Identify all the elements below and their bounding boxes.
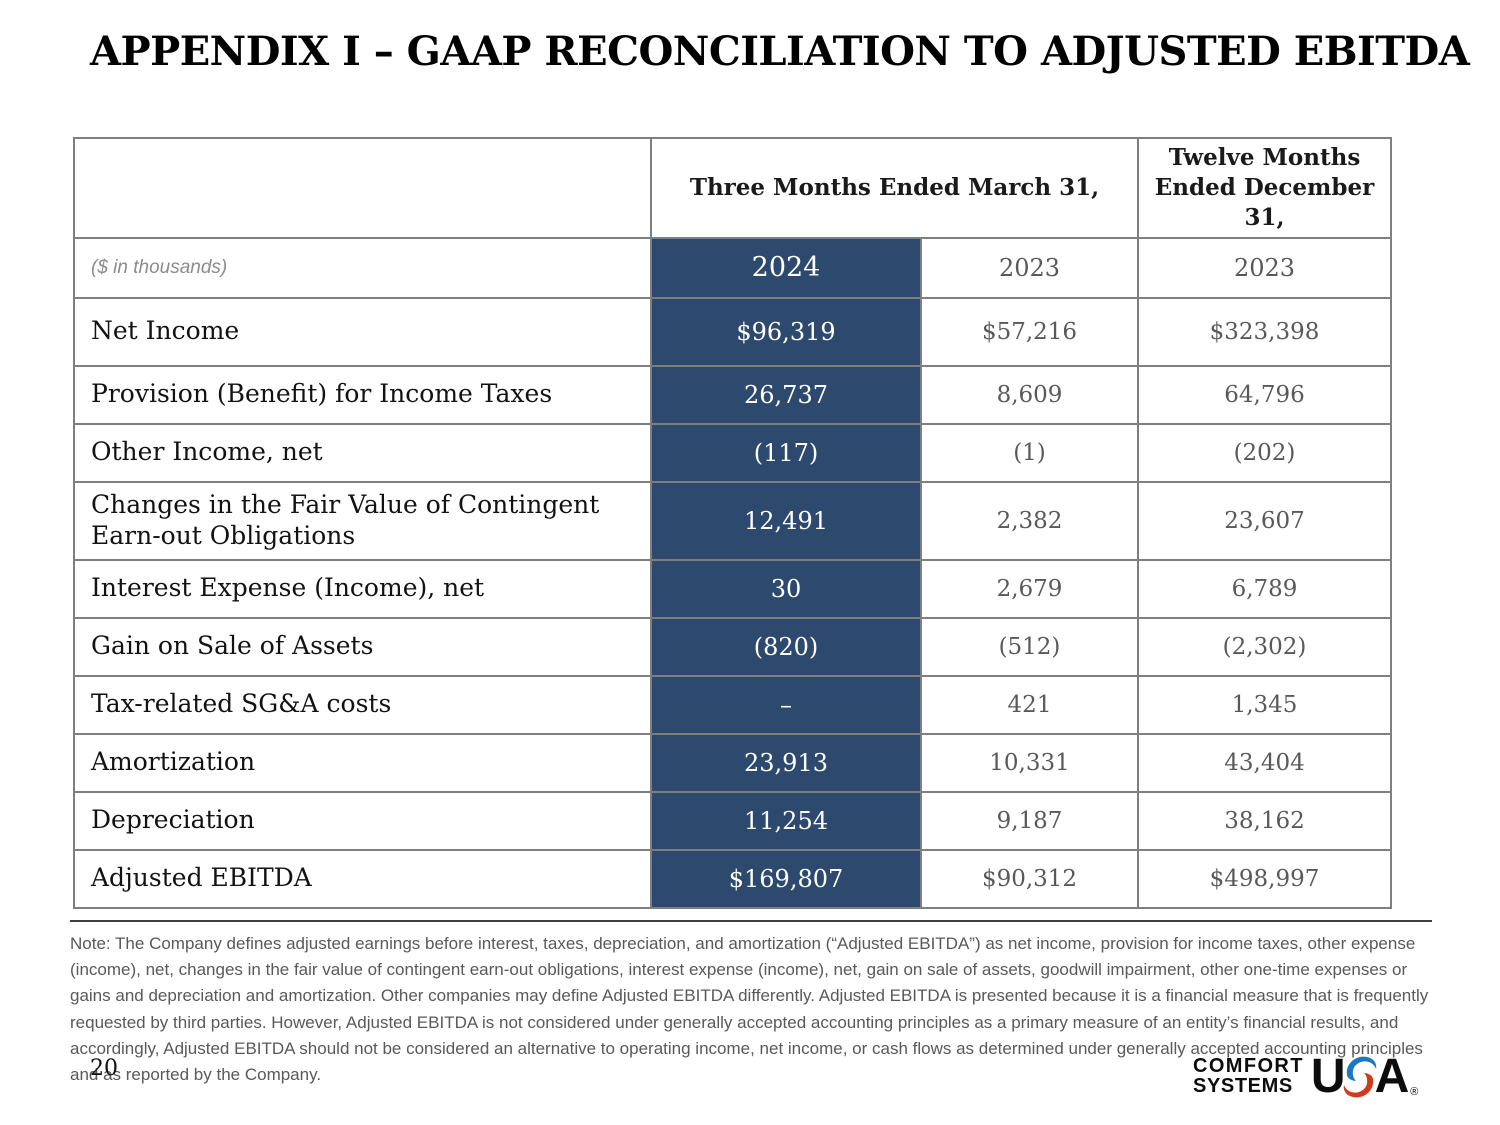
row-label: Adjusted EBITDA [73,848,652,909]
usa-s-swoosh-icon [1343,1056,1376,1098]
page-title: APPENDIX I – GAAP RECONCILIATION TO ADJU… [90,28,1470,75]
value-2023-fy: 1,345 [1137,674,1392,735]
value-2024: 26,737 [650,364,922,425]
column-group-header-row: Three Months Ended March 31, Twelve Mont… [73,137,1392,239]
table-row-interest-expense: Interest Expense (Income), net 30 2,679 … [73,558,1392,619]
value-2023-fy: 38,162 [1137,790,1392,851]
empty-corner-cell [73,137,652,239]
value-2023-q1: 8,609 [920,364,1139,425]
value-2024: 11,254 [650,790,922,851]
logo-usa-mark: U A ® [1310,1050,1419,1104]
comfort-systems-usa-logo: COMFORT SYSTEMS U A ® [1193,1050,1419,1104]
year-header-row: ($ in thousands) 2024 2023 2023 [73,236,1392,299]
value-2024: $96,319 [650,296,922,367]
value-2024: 12,491 [650,480,922,561]
value-2023-fy: $498,997 [1137,848,1392,909]
logo-letter-u: U [1310,1050,1346,1104]
value-2023-q1: 10,331 [920,732,1139,793]
row-label: Gain on Sale of Assets [73,616,652,677]
value-2023-fy: $323,398 [1137,296,1392,367]
value-2023-fy: (202) [1137,422,1392,483]
table-row-provision-taxes: Provision (Benefit) for Income Taxes 26,… [73,364,1392,425]
table-row-amortization: Amortization 23,913 10,331 43,404 [73,732,1392,793]
value-2023-q1: 2,679 [920,558,1139,619]
value-2023-q1: $90,312 [920,848,1139,909]
logo-wordmark: COMFORT SYSTEMS [1193,1057,1304,1096]
page-number: 20 [90,1056,118,1081]
value-2023-fy: 6,789 [1137,558,1392,619]
table-row-contingent-earnout: Changes in the Fair Value of Contingent … [73,480,1392,561]
value-2024: (117) [650,422,922,483]
value-2023-q1: 2,382 [920,480,1139,561]
value-2024: $169,807 [650,848,922,909]
footnote-divider [70,920,1432,922]
year-2023-quarter-header: 2023 [920,236,1139,299]
row-label: Net Income [73,296,652,367]
value-2023-q1: (512) [920,616,1139,677]
logo-word-systems: SYSTEMS [1193,1075,1293,1097]
row-label: Other Income, net [73,422,652,483]
value-2023-q1: (1) [920,422,1139,483]
table-row-gain-on-sale: Gain on Sale of Assets (820) (512) (2,30… [73,616,1392,677]
value-2023-fy: 23,607 [1137,480,1392,561]
table-row-net-income: Net Income $96,319 $57,216 $323,398 [73,296,1392,367]
table-row-depreciation: Depreciation 11,254 9,187 38,162 [73,790,1392,851]
row-label: Changes in the Fair Value of Contingent … [73,480,652,561]
table-row-other-income: Other Income, net (117) (1) (202) [73,422,1392,483]
row-label: Provision (Benefit) for Income Taxes [73,364,652,425]
row-label: Depreciation [73,790,652,851]
value-2024: 30 [650,558,922,619]
value-2023-q1: 9,187 [920,790,1139,851]
row-label: Amortization [73,732,652,793]
table-row-tax-sga: Tax-related SG&A costs – 421 1,345 [73,674,1392,735]
value-2024: 23,913 [650,732,922,793]
units-label: ($ in thousands) [73,236,652,299]
col-group-twelve-months: Twelve Months Ended December 31, [1137,137,1392,239]
row-label: Tax-related SG&A costs [73,674,652,735]
value-2024: (820) [650,616,922,677]
row-label: Interest Expense (Income), net [73,558,652,619]
footnote-text: Note: The Company defines adjusted earni… [70,934,1429,1084]
gaap-reconciliation-table: Three Months Ended March 31, Twelve Mont… [73,137,1392,909]
value-2024: – [650,674,922,735]
value-2023-fy: 43,404 [1137,732,1392,793]
registered-trademark-symbol: ® [1410,1086,1419,1098]
logo-word-comfort: COMFORT [1193,1055,1304,1078]
col-group-three-months: Three Months Ended March 31, [650,137,1139,239]
table-row-adjusted-ebitda: Adjusted EBITDA $169,807 $90,312 $498,99… [73,848,1392,909]
logo-letter-a: A [1374,1050,1410,1104]
value-2023-q1: 421 [920,674,1139,735]
year-2023-fullyear-header: 2023 [1137,236,1392,299]
value-2023-q1: $57,216 [920,296,1139,367]
year-2024-header: 2024 [650,236,922,299]
value-2023-fy: 64,796 [1137,364,1392,425]
value-2023-fy: (2,302) [1137,616,1392,677]
